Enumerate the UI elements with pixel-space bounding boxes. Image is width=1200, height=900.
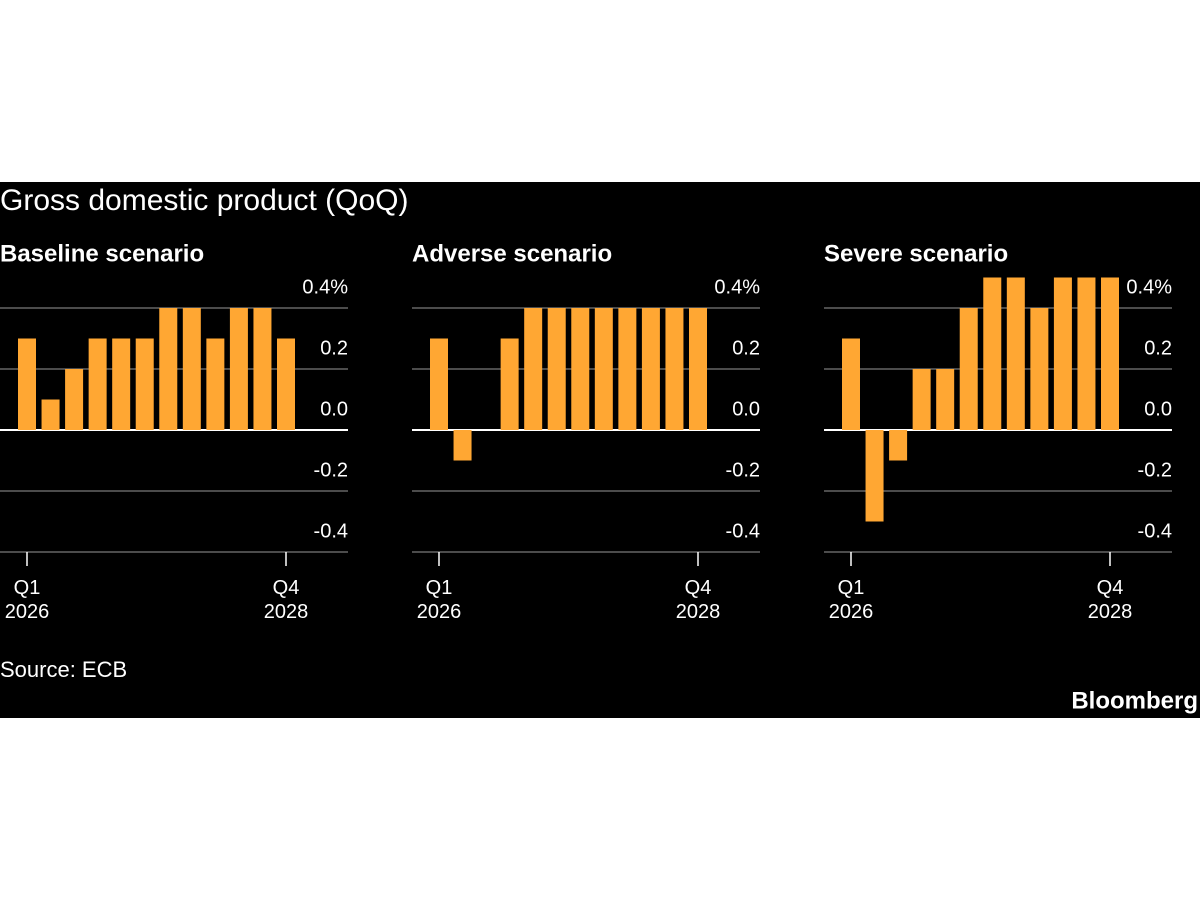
bar <box>229 308 248 430</box>
x-tick-label: Q4 2028 <box>1087 577 1133 623</box>
bar <box>277 338 295 430</box>
y-tick-label: -0.2 <box>1138 459 1172 481</box>
bar <box>842 338 860 430</box>
bar <box>18 338 36 430</box>
bar <box>983 277 1002 430</box>
chart-background <box>0 182 1200 718</box>
bar <box>1101 277 1119 430</box>
bar <box>689 308 707 430</box>
y-tick-label: 0.2 <box>732 337 760 359</box>
bar <box>500 338 519 430</box>
bar <box>594 308 613 430</box>
bar <box>206 338 225 430</box>
bar <box>618 308 637 430</box>
bar <box>159 308 178 430</box>
y-tick-label: -0.2 <box>726 459 760 481</box>
bar <box>182 308 201 430</box>
y-tick-label: 0.2 <box>320 337 348 359</box>
y-tick-label: -0.4 <box>1138 520 1172 542</box>
bar <box>936 369 955 430</box>
y-tick-label: 0.0 <box>320 398 348 420</box>
y-tick-label: 0.4% <box>1126 276 1172 298</box>
bar <box>135 338 154 430</box>
bar <box>865 430 884 522</box>
bar <box>665 308 684 430</box>
bar <box>641 308 660 430</box>
source: Source: ECB <box>0 657 127 682</box>
y-tick-label: -0.4 <box>314 520 348 542</box>
y-tick-label: 0.0 <box>1144 398 1172 420</box>
bar <box>1053 277 1072 430</box>
x-tick-label: Q1 2026 <box>4 577 50 623</box>
bar <box>453 430 472 461</box>
bar <box>524 308 543 430</box>
bar <box>112 338 131 430</box>
y-tick-label: 0.0 <box>732 398 760 420</box>
y-tick-label: 0.4% <box>714 276 760 298</box>
y-tick-label: -0.4 <box>726 520 760 542</box>
bar <box>547 308 566 430</box>
bar <box>88 338 107 430</box>
x-tick-label: Q4 2028 <box>263 577 309 623</box>
x-tick-label: Q4 2028 <box>675 577 721 623</box>
panel-title: Severe scenario <box>824 240 1008 267</box>
bar <box>1030 308 1049 430</box>
x-tick-label: Q1 2026 <box>828 577 874 623</box>
bar <box>65 369 84 430</box>
y-tick-label: 0.2 <box>1144 337 1172 359</box>
bar <box>430 338 448 430</box>
bar <box>1077 277 1096 430</box>
y-tick-label: 0.4% <box>302 276 348 298</box>
bar <box>253 308 272 430</box>
bar <box>41 399 60 430</box>
x-tick-label: Q1 2026 <box>416 577 462 623</box>
y-tick-label: -0.2 <box>314 459 348 481</box>
panel-title: Adverse scenario <box>412 240 612 267</box>
chart-title: Gross domestic product (QoQ) <box>0 184 408 217</box>
panel-title: Baseline scenario <box>0 240 204 267</box>
bar <box>959 308 978 430</box>
brand: Bloomberg <box>1071 687 1198 714</box>
bar <box>912 369 931 430</box>
bar <box>571 308 590 430</box>
bar <box>889 430 908 461</box>
bar <box>1006 277 1025 430</box>
